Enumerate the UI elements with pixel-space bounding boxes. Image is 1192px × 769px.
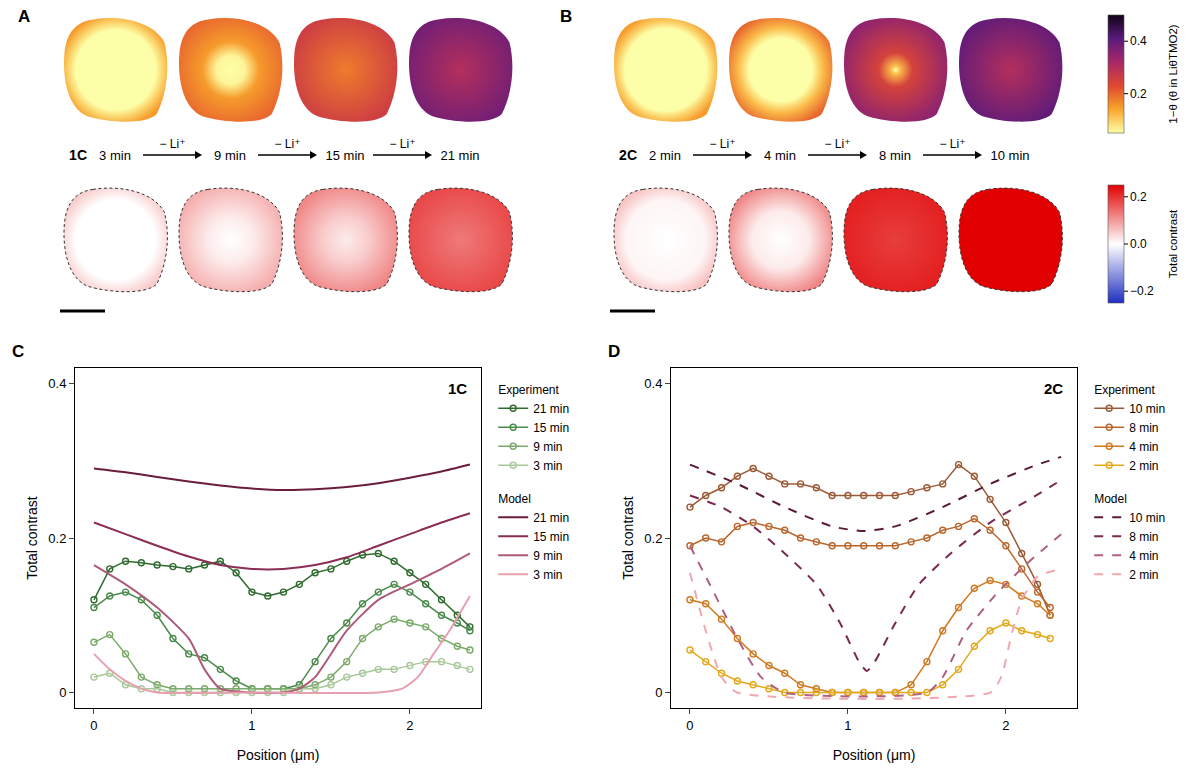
svg-text:21 min: 21 min [533,511,569,525]
svg-text:− Li⁺: − Li⁺ [824,137,850,151]
svg-text:− Li⁺: − Li⁺ [159,137,185,151]
svg-text:Experiment: Experiment [1094,383,1155,397]
svg-text:2 min: 2 min [1129,568,1158,582]
svg-text:−0.2: −0.2 [1130,284,1154,298]
svg-text:Total contrast: Total contrast [24,496,40,579]
svg-text:8 min: 8 min [1129,530,1158,544]
svg-text:Model: Model [498,492,531,506]
svg-text:2: 2 [406,718,413,733]
svg-text:9 min: 9 min [533,549,562,563]
svg-text:1−θ (θ in LiθTMO2): 1−θ (θ in LiθTMO2) [1167,24,1179,124]
svg-text:4 min: 4 min [1129,440,1158,454]
svg-text:1: 1 [248,718,255,733]
svg-text:0.4: 0.4 [644,376,662,391]
svg-text:Position (μm): Position (μm) [237,747,320,763]
svg-text:15 min: 15 min [325,148,364,163]
svg-text:0: 0 [90,718,97,733]
svg-text:2: 2 [1002,718,1009,733]
svg-text:15 min: 15 min [533,421,569,435]
html-text:D: D [608,342,621,361]
svg-text:Position (μm): Position (μm) [833,747,916,763]
svg-text:4 min: 4 min [764,148,796,163]
svg-text:0.4: 0.4 [48,376,66,391]
svg-text:3 min: 3 min [533,459,562,473]
svg-text:− Li⁺: − Li⁺ [709,137,735,151]
svg-text:0: 0 [655,685,662,700]
svg-text:8 min: 8 min [879,148,911,163]
svg-text:3 min: 3 min [99,148,131,163]
svg-text:0.2: 0.2 [644,531,662,546]
svg-text:2 min: 2 min [649,148,681,163]
svg-text:10 min: 10 min [1129,511,1165,525]
svg-text:Model: Model [1094,492,1127,506]
svg-text:0.2: 0.2 [1130,190,1147,204]
svg-text:1C: 1C [69,147,87,163]
svg-text:0.0: 0.0 [1130,237,1147,251]
svg-text:Total contrast: Total contrast [1167,209,1179,278]
svg-text:10 min: 10 min [1129,402,1165,416]
svg-text:2C: 2C [619,147,637,163]
svg-text:3 min: 3 min [533,568,562,582]
svg-text:0.2: 0.2 [48,531,66,546]
svg-text:1C: 1C [448,380,467,397]
html-text:C: C [12,342,25,361]
svg-text:9 min: 9 min [533,440,562,454]
svg-text:B: B [560,7,572,26]
svg-text:10 min: 10 min [990,148,1029,163]
svg-text:0.4: 0.4 [1130,34,1147,48]
svg-text:21 min: 21 min [440,148,479,163]
svg-text:9 min: 9 min [214,148,246,163]
svg-text:2 min: 2 min [1129,459,1158,473]
svg-text:1: 1 [844,718,851,733]
svg-text:15 min: 15 min [533,530,569,544]
svg-text:8 min: 8 min [1129,421,1158,435]
svg-text:− Li⁺: − Li⁺ [274,137,300,151]
svg-text:0.2: 0.2 [1130,87,1147,101]
svg-text:Experiment: Experiment [498,383,559,397]
svg-text:2C: 2C [1044,380,1063,397]
svg-text:Total contrast: Total contrast [620,496,636,579]
svg-text:A: A [18,7,30,26]
svg-text:0: 0 [686,718,693,733]
svg-text:− Li⁺: − Li⁺ [939,137,965,151]
svg-text:4 min: 4 min [1129,549,1158,563]
svg-text:0: 0 [59,685,66,700]
svg-text:− Li⁺: − Li⁺ [389,137,415,151]
svg-text:21 min: 21 min [533,402,569,416]
